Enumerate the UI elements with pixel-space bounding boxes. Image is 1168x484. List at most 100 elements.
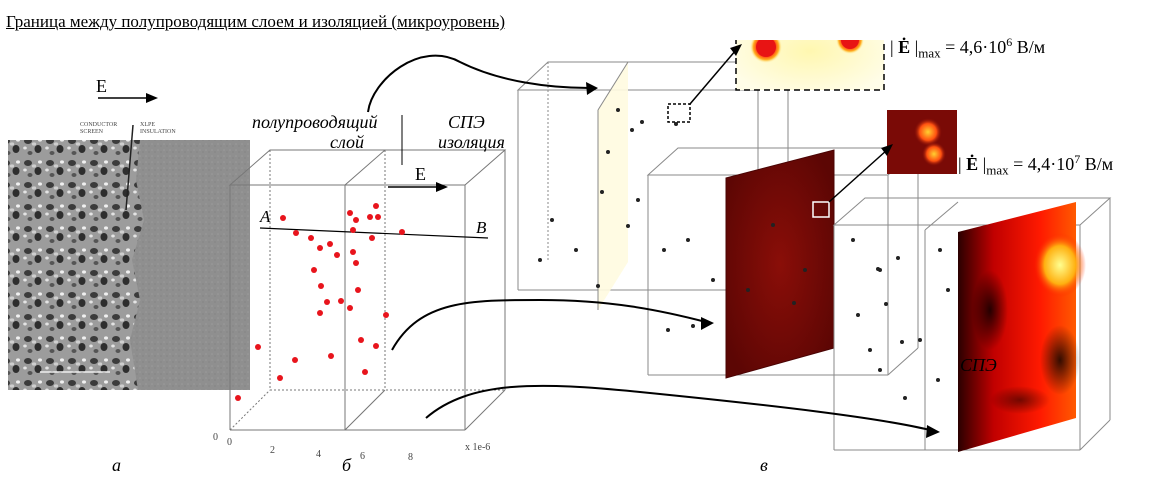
particle-dot: [878, 268, 882, 272]
particle-dot: [938, 248, 942, 252]
x-tick-0: 0: [227, 437, 232, 448]
particle-dot: [666, 328, 670, 332]
particle-dot: [277, 375, 283, 381]
particle-dot: [868, 348, 872, 352]
particle-dot: [896, 256, 900, 260]
zoom-box-1: [667, 103, 691, 123]
conductor-screen-label-2: SCREEN: [80, 129, 104, 135]
panel-label-b: б: [342, 455, 352, 475]
particle-dot: [686, 238, 690, 242]
particle-dot: [746, 288, 750, 292]
x-tick-4: 8: [408, 452, 413, 463]
panel-label-a: а: [112, 455, 121, 475]
particle-dot: [792, 301, 796, 305]
particle-dot: [606, 150, 610, 154]
particle-dot: [375, 214, 381, 220]
particle-dot: [327, 241, 333, 247]
particle-dot: [903, 396, 907, 400]
particle-dot: [308, 235, 314, 241]
particle-dot: [318, 283, 324, 289]
particle-dot: [674, 122, 678, 126]
particle-dot: [630, 128, 634, 132]
xlpe-label-2: INSULATION: [140, 129, 176, 135]
particle-dot: [353, 217, 359, 223]
x-multiplier: x 1e-6: [465, 442, 490, 453]
zoom-box-2: [812, 201, 830, 218]
svg-text:0: 0: [213, 432, 218, 443]
arrow-head-3: [926, 425, 940, 438]
particle-dot: [383, 312, 389, 318]
particle-dot: [369, 235, 375, 241]
particle-dot: [334, 252, 340, 258]
conductor-screen-label-1: CONDUCTOR: [80, 122, 117, 128]
panel-2-particles: [666, 223, 880, 332]
particle-dot: [255, 344, 261, 350]
particle-dot: [574, 248, 578, 252]
particle-dot: [347, 210, 353, 216]
particle-dot: [399, 229, 405, 235]
point-a-label: A: [259, 207, 271, 226]
particle-dot: [317, 245, 323, 251]
x-tick-1: 2: [270, 445, 275, 456]
particle-dot: [596, 284, 600, 288]
panel-3-particles: [868, 248, 950, 400]
spe-label: СПЭ: [960, 355, 997, 375]
particle-dot: [538, 258, 542, 262]
particle-dot: [711, 278, 715, 282]
arrow-head-2: [701, 317, 714, 330]
field-label-b: E: [415, 164, 426, 184]
particle-dot: [900, 340, 904, 344]
particle-dot: [884, 302, 888, 306]
particle-dot: [280, 215, 286, 221]
particle-dot: [338, 298, 344, 304]
particles-group: [235, 203, 405, 401]
particle-dot: [851, 238, 855, 242]
particle-dot: [616, 108, 620, 112]
particle-dot: [324, 299, 330, 305]
particle-dot: [803, 268, 807, 272]
particle-dot: [691, 324, 695, 328]
particle-dot: [235, 395, 241, 401]
arrow-head-1: [586, 82, 598, 95]
x-tick-2: 4: [316, 449, 321, 460]
particle-dot: [355, 287, 361, 293]
field-arrow-a: [146, 93, 158, 103]
particle-dot: [311, 267, 317, 273]
particle-dot: [353, 260, 359, 266]
particle-dot: [946, 288, 950, 292]
formula-emax-1: | Ė |max = 4,6·106 В/м: [890, 35, 1046, 61]
panel-label-c: в: [760, 455, 768, 475]
particle-dot: [600, 190, 604, 194]
particle-dot: [662, 248, 666, 252]
particle-dot: [640, 120, 644, 124]
particle-dot: [347, 305, 353, 311]
panel-3-box: [832, 197, 1112, 451]
particle-dot: [918, 338, 922, 342]
figure-title: Граница между полупроводящим слоем и изо…: [6, 12, 506, 31]
particle-dot: [373, 343, 379, 349]
particle-dot: [358, 337, 364, 343]
particle-dot: [771, 223, 775, 227]
panel-1-particles: [538, 108, 678, 288]
particle-dot: [292, 357, 298, 363]
particle-dot: [626, 224, 630, 228]
particle-model-3d: 0 2 4 6 8 x 1e-6 0 A B E: [213, 115, 507, 463]
particle-dot: [878, 368, 882, 372]
semicond-label-1: полупроводящий: [252, 112, 378, 132]
particle-dot: [373, 203, 379, 209]
particle-dot: [350, 249, 356, 255]
xlpe-insulation-label-2: изоляция: [438, 132, 505, 152]
particle-dot: [550, 218, 554, 222]
particle-dot: [936, 378, 940, 382]
field-distribution-panels: [516, 40, 1112, 452]
particle-dot: [328, 353, 334, 359]
semicond-label-2: слой: [330, 132, 365, 152]
point-b-label: B: [476, 218, 487, 237]
particle-dot: [362, 369, 368, 375]
xlpe-insulation-label-1: СПЭ: [448, 112, 485, 132]
formula-emax-2: | Ė |max = 4,4·107 В/м: [958, 152, 1114, 178]
sem-micrograph: CONDUCTOR SCREEN XLPE INSULATION E: [8, 76, 250, 390]
particle-dot: [317, 310, 323, 316]
